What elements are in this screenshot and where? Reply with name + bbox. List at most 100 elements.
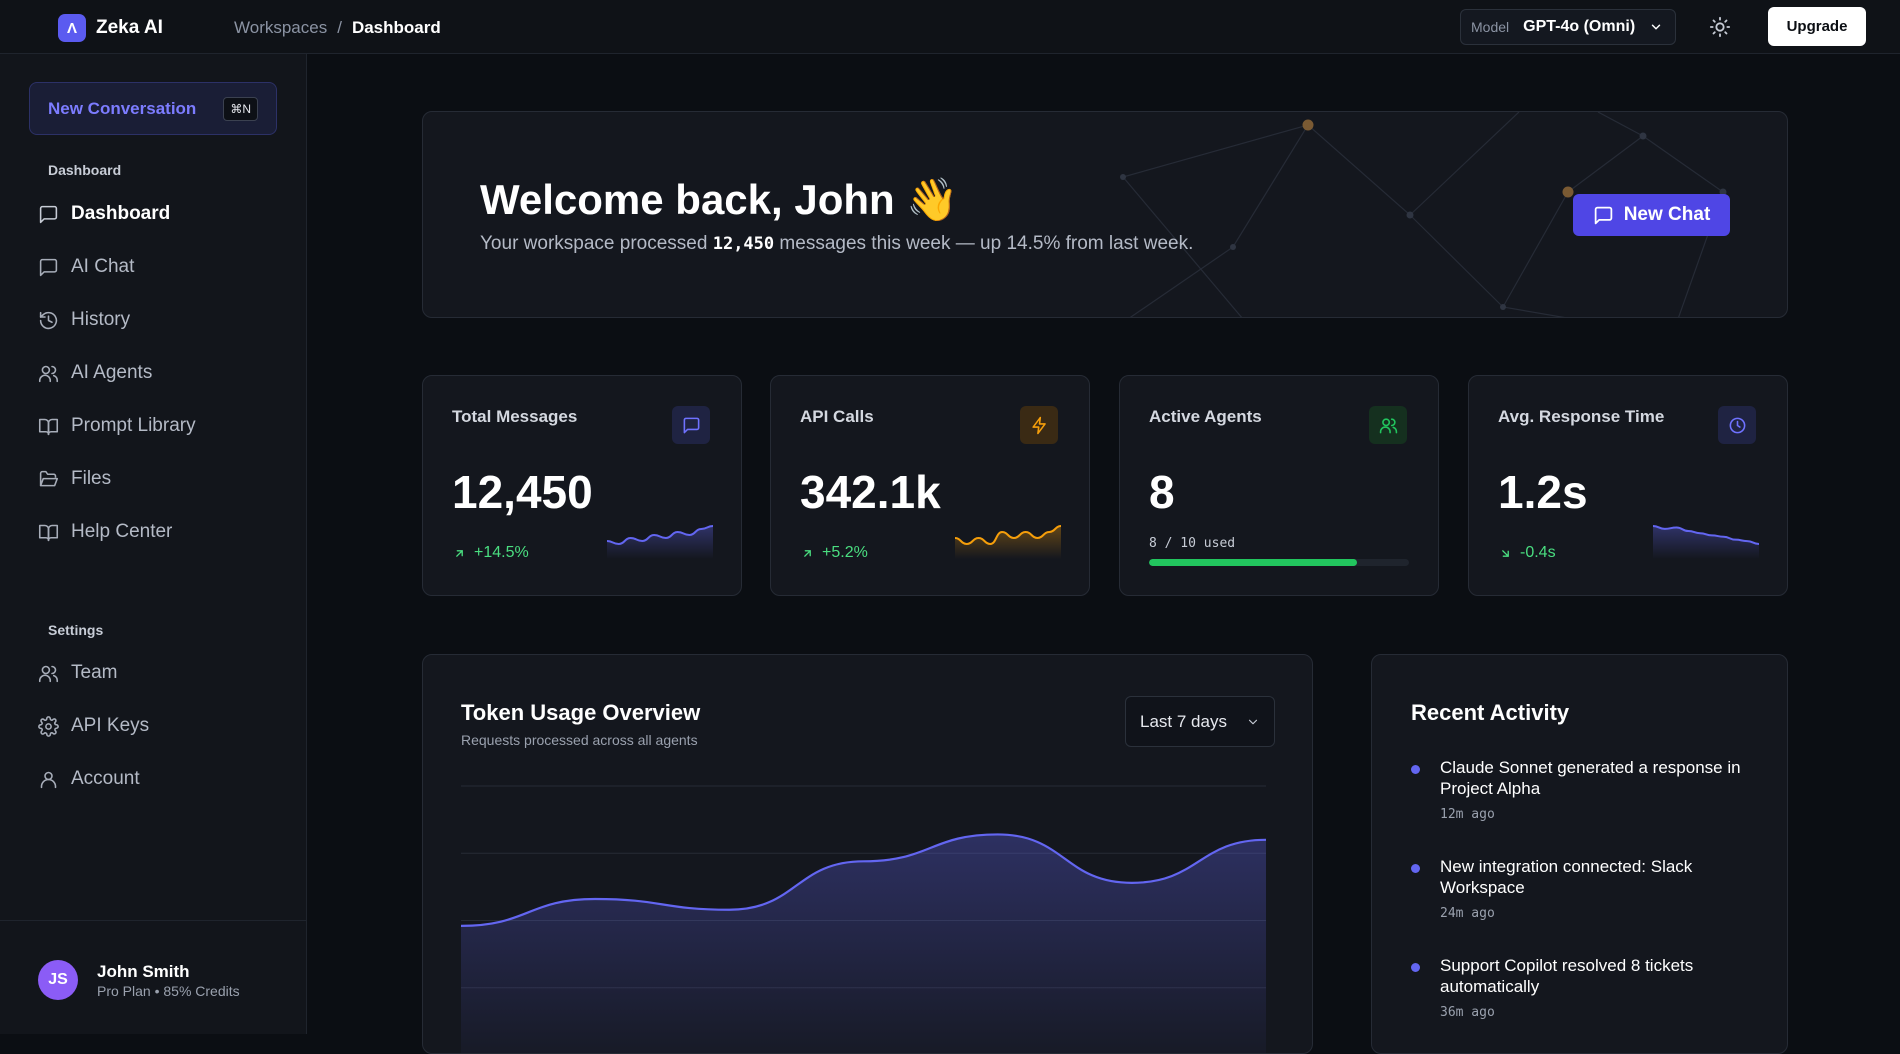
sidebar-item-label: Team (71, 662, 118, 683)
sidebar-item-dashboard[interactable]: Dashboard (38, 196, 278, 232)
stat-label: Active Agents (1149, 407, 1262, 426)
sidebar-item-account[interactable]: Account (38, 761, 278, 797)
sidebar-item-ai-chat[interactable]: AI Chat (38, 249, 278, 285)
stat-card-avg-response-time: Avg. Response Time 1.2s -0.4s (1468, 375, 1788, 596)
sparkline (955, 525, 1061, 559)
clock-icon (1729, 417, 1745, 433)
message-square-icon (39, 258, 58, 276)
chevron-down-icon (1248, 719, 1258, 724)
stat-card-total-messages: Total Messages 12,450 +14.5% (422, 375, 742, 596)
user-profile[interactable]: JS John Smith Pro Plan • 85% Credits (0, 920, 307, 1034)
sidebar-item-label: Account (71, 768, 140, 789)
sidebar-item-team[interactable]: Team (38, 655, 278, 691)
top-bar: Λ Zeka AI Workspaces / Dashboard Model G… (0, 0, 1900, 54)
keyboard-shortcut-badge: ⌘N (223, 96, 258, 121)
chart-series-line (461, 833, 1266, 927)
sparkline (607, 525, 713, 559)
stat-label: API Calls (800, 407, 874, 426)
activity-item[interactable]: New integration connected: Slack Workspa… (1411, 856, 1751, 921)
section-label-settings: Settings (48, 622, 104, 638)
activity-item[interactable]: Claude Sonnet generated a response in Pr… (1411, 757, 1751, 822)
stat-change-value: +5.2% (822, 544, 868, 561)
welcome-subtitle: Your workspace processed 12,450 messages… (480, 233, 1193, 255)
activity-text: Support Copilot resolved 8 tickets autom… (1440, 956, 1694, 996)
book-open-icon (38, 418, 59, 435)
sidebar-item-history[interactable]: History (38, 302, 278, 338)
new-chat-label: New Chat (1623, 204, 1711, 225)
sun-icon (1709, 16, 1731, 38)
book-open-icon (38, 524, 59, 541)
stat-change: -0.4s (1499, 544, 1556, 562)
sidebar: New Conversation ⌘N Dashboard Dashboard … (0, 54, 307, 1034)
message-square-icon (39, 205, 58, 223)
usage-progress-bar (1149, 559, 1409, 566)
welcome-banner: Welcome back, John 👋 Your workspace proc… (422, 111, 1788, 318)
upgrade-button[interactable]: Upgrade (1768, 7, 1866, 46)
stat-change-value: +14.5% (474, 544, 529, 561)
breadcrumb-workspaces[interactable]: Workspaces (234, 18, 328, 37)
sidebar-item-label: API Keys (71, 715, 150, 736)
activity-time: 12m ago (1440, 807, 1495, 822)
activity-dot (1411, 864, 1420, 873)
activity-time: 24m ago (1440, 906, 1495, 921)
network-decoration (1120, 112, 1727, 317)
sidebar-item-ai-agents[interactable]: AI Agents (38, 355, 278, 391)
sidebar-item-files[interactable]: Files (38, 461, 278, 497)
model-label: Model (1471, 19, 1510, 35)
activity-title: Recent Activity (1411, 700, 1570, 725)
gear-icon (38, 715, 59, 737)
user-name: John Smith (97, 962, 190, 981)
arrow-up-right-icon (804, 549, 811, 557)
app-name[interactable]: Zeka AI (96, 17, 163, 38)
sidebar-item-label: Dashboard (71, 203, 171, 224)
history-icon (39, 311, 58, 329)
subtitle-text: Your workspace processed (480, 233, 708, 254)
stat-change: +14.5% (453, 544, 529, 562)
welcome-title: Welcome back, John 👋 (480, 176, 959, 223)
arrow-up-right-icon (456, 549, 463, 557)
sidebar-item-label: Files (71, 468, 112, 489)
new-conversation-button[interactable]: New Conversation ⌘N (29, 82, 277, 135)
usage-text: 8 / 10 used (1149, 536, 1236, 551)
activity-dot (1411, 765, 1420, 774)
activity-dot (1411, 963, 1420, 972)
sparkline-line (607, 525, 713, 546)
stat-value: 8 (1149, 466, 1175, 518)
activity-item[interactable]: Support Copilot resolved 8 tickets autom… (1411, 955, 1751, 1020)
folder-open-icon (39, 470, 59, 486)
sidebar-item-label: Help Center (71, 521, 173, 542)
sidebar-item-prompt-library[interactable]: Prompt Library (38, 408, 278, 444)
user-plan: Pro Plan • 85% Credits (97, 983, 240, 999)
chart-area-fill (461, 834, 1266, 1053)
breadcrumb-separator: / (337, 18, 342, 37)
model-value: GPT-4o (Omni) (1523, 18, 1636, 35)
date-range-select[interactable]: Last 7 days (1125, 696, 1275, 747)
sidebar-item-help-center[interactable]: Help Center (38, 514, 278, 550)
chart-subtitle: Requests processed across all agents (461, 732, 698, 748)
sidebar-item-label: AI Agents (71, 362, 153, 383)
theme-toggle-button[interactable] (1706, 13, 1734, 41)
stat-change-value: -0.4s (1520, 544, 1556, 561)
sidebar-item-label: AI Chat (71, 256, 135, 277)
chevron-down-icon (1651, 24, 1661, 30)
stat-icon (1718, 406, 1756, 444)
model-select[interactable]: Model GPT-4o (Omni) (1460, 9, 1676, 45)
stat-value: 12,450 (452, 466, 593, 518)
stat-label: Total Messages (452, 407, 578, 426)
stat-value: 1.2s (1498, 466, 1588, 518)
sparkline-line (955, 525, 1061, 546)
token-usage-card: Token Usage Overview Requests processed … (422, 654, 1313, 1054)
breadcrumb: Workspaces / Dashboard (234, 18, 441, 38)
activity-text: New integration connected: Slack Workspa… (1440, 857, 1693, 897)
stat-card-active-agents: Active Agents 8 8 / 10 used (1119, 375, 1439, 596)
sidebar-item-api-keys[interactable]: API Keys (38, 708, 278, 744)
arrow-down-right-icon (1502, 549, 1509, 557)
usage-progress-fill (1149, 559, 1357, 566)
sparkline (1653, 525, 1759, 559)
subtitle-text: messages this week — up 14.5% from last … (779, 233, 1194, 254)
avatar: JS (38, 960, 78, 1000)
new-chat-button[interactable]: New Chat (1573, 194, 1730, 236)
app-logo[interactable]: Λ (58, 14, 86, 42)
sparkline-area (955, 526, 1061, 559)
new-conversation-label: New Conversation (48, 98, 197, 118)
